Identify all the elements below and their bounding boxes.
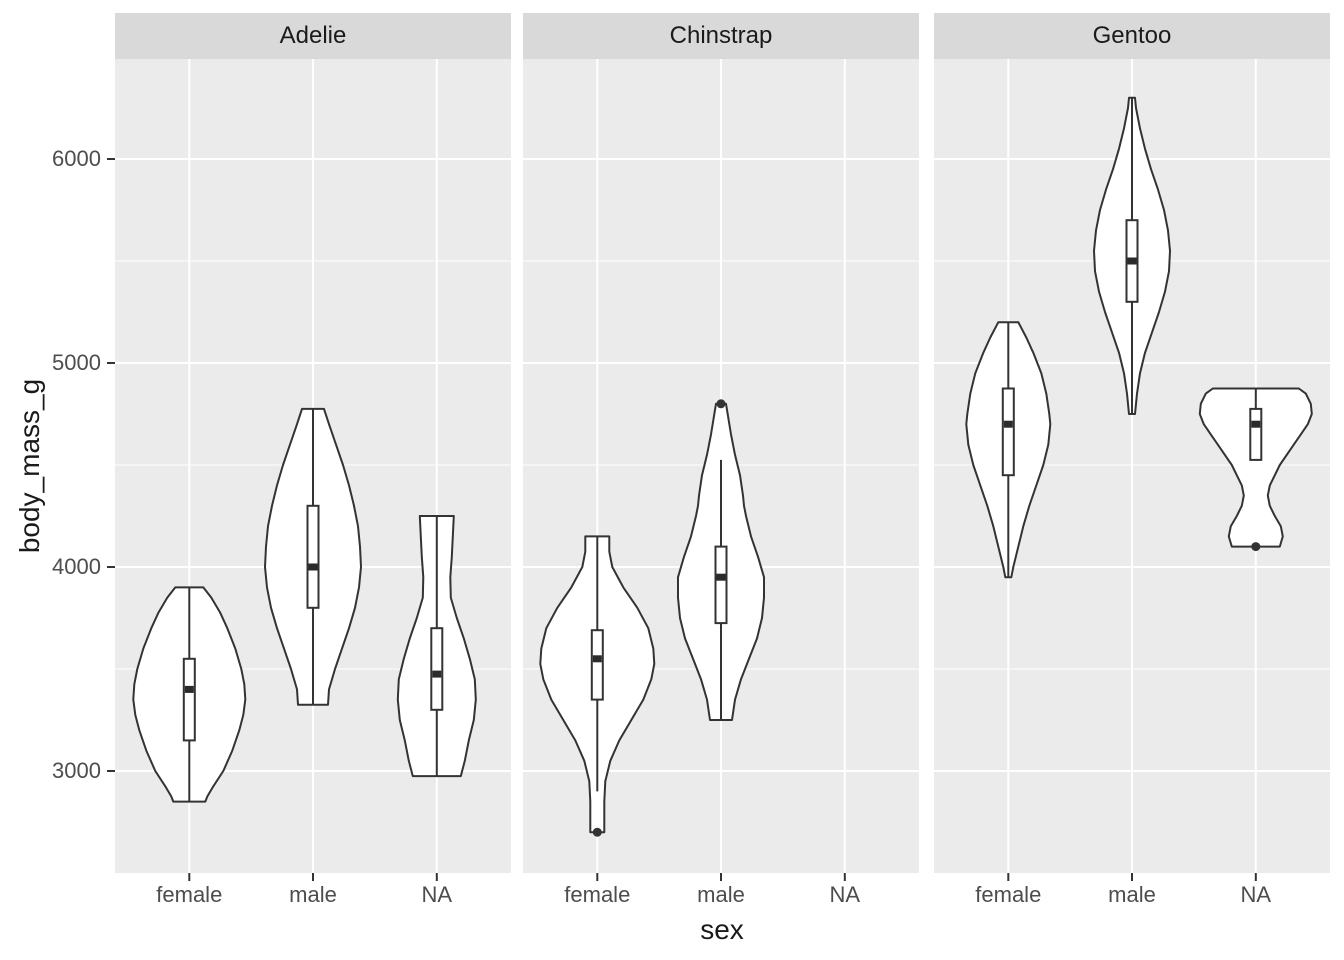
x-tick-label: NA [421, 882, 453, 907]
violin-gentoo-na [1198, 387, 1313, 548]
x-tick-label: male [1108, 882, 1156, 907]
median-gentoo-female [1003, 420, 1013, 428]
box-gentoo-na [1249, 407, 1263, 461]
box-chinstrap-male [714, 545, 728, 625]
facet-strip-label: Adelie [279, 22, 347, 49]
box-adelie-female [182, 657, 196, 742]
x-tick-label: male [289, 882, 337, 907]
facet-strip-label: Chinstrap [669, 22, 773, 49]
box-gentoo-female [1001, 387, 1015, 477]
x-tick-label: male [697, 882, 745, 907]
facet-strip-adelie: Adelie [115, 13, 511, 59]
outlier-chinstrap-male [716, 399, 726, 409]
x-tick-label: NA [1240, 882, 1272, 907]
median-chinstrap-male [716, 573, 726, 581]
median-adelie-female [184, 685, 194, 693]
y-tick-label: 6000 [52, 146, 101, 171]
box-chinstrap-female [590, 629, 604, 701]
facet-strip-gentoo: Gentoo [934, 13, 1330, 59]
median-chinstrap-female [592, 655, 602, 663]
box-adelie-male [306, 504, 320, 609]
median-adelie-male [308, 563, 318, 571]
box-adelie-na [430, 627, 444, 711]
facet-strip-label: Gentoo [1092, 22, 1172, 49]
x-tick-label: female [156, 882, 223, 907]
y-tick-label: 4000 [52, 554, 101, 579]
y-tick-label: 5000 [52, 350, 101, 375]
y-tick-label: 3000 [52, 758, 101, 783]
x-axis-title: sex [700, 914, 744, 945]
median-gentoo-na [1251, 420, 1261, 428]
y-axis-title: body_mass_g [14, 378, 45, 554]
facet-strip-chinstrap: Chinstrap [523, 13, 919, 59]
median-adelie-na [432, 670, 442, 678]
outlier-chinstrap-female [592, 827, 602, 837]
x-tick-label: NA [829, 882, 861, 907]
outlier-gentoo-na [1251, 542, 1261, 552]
x-tick-label: female [564, 882, 631, 907]
median-gentoo-male [1127, 257, 1137, 265]
x-tick-label: female [975, 882, 1042, 907]
